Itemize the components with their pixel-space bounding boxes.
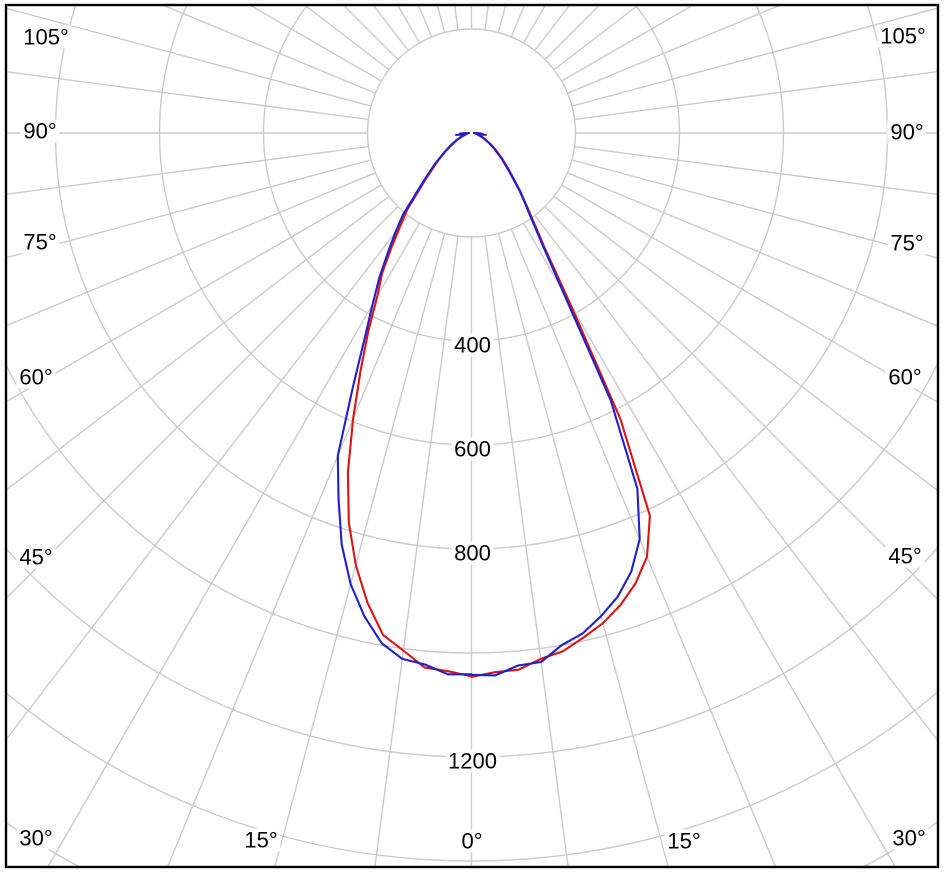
grid-spoke <box>7 159 372 259</box>
grid-spoke <box>553 195 937 492</box>
grid-spoke <box>374 236 459 866</box>
grid-spoke <box>7 145 369 195</box>
grid-spoke <box>510 228 776 866</box>
grid-spoke <box>522 222 896 866</box>
grid-spoke <box>484 236 569 866</box>
grid-circle-200 <box>366 28 577 238</box>
grid-spoke <box>343 6 399 60</box>
grid-spoke <box>7 206 399 599</box>
grid-spoke <box>7 195 390 491</box>
grid-spoke <box>7 7 372 107</box>
grid-spoke <box>571 7 937 107</box>
grid-spoke <box>7 172 376 327</box>
grid-spoke <box>544 6 600 60</box>
grid-spoke <box>163 6 376 94</box>
grid-spoke <box>561 6 693 82</box>
grid-spoke <box>574 145 937 195</box>
grid-spoke <box>497 233 669 866</box>
grid-spoke <box>7 71 369 121</box>
grid-spoke <box>167 228 433 866</box>
grid-spoke <box>7 215 409 740</box>
grid-spoke <box>567 172 937 327</box>
grid-spoke <box>250 6 382 82</box>
grid-spoke <box>571 159 937 259</box>
grid-spoke <box>274 233 446 866</box>
grid-spoke <box>544 206 937 600</box>
grid-spoke <box>574 71 937 121</box>
curve-red <box>346 131 651 678</box>
chart-frame <box>4 3 940 869</box>
grid-spoke <box>47 222 421 866</box>
grid-spoke <box>567 6 780 94</box>
grid-spoke <box>534 215 937 741</box>
curve-blue <box>336 131 641 677</box>
